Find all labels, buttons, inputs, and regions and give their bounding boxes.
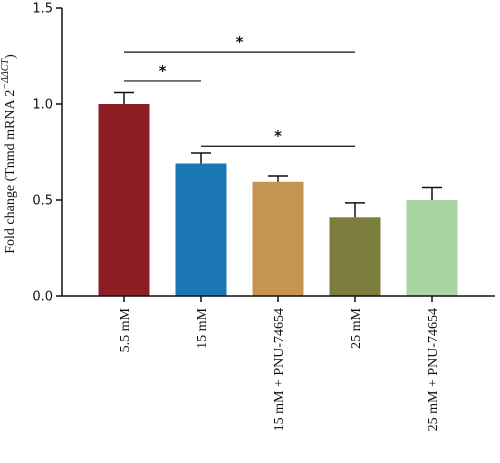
x-tick-label: 25 mM + PNU-74654: [426, 308, 441, 431]
significance-group: * * *: [124, 33, 355, 147]
y-axis: 0.0 0.5 1.0 1.5: [32, 2, 63, 305]
y-axis-title: Fold change (Tnmd mRNA 2−ΔΔCT): [0, 54, 18, 254]
bar: [406, 200, 458, 296]
error-bars-group: [114, 91, 442, 218]
bars-group: [98, 104, 458, 296]
bar: [329, 217, 381, 296]
x-tick-label: 15 mM + PNU-74654: [272, 308, 287, 431]
y-tick-label: 1.0: [32, 98, 53, 113]
bar: [98, 104, 150, 296]
x-tick-label: 25 mM: [349, 307, 364, 348]
x-axis: 5.5 mM 15 mM 15 mM + PNU-74654 25 mM 25 mM +…: [62, 295, 495, 431]
y-tick-label: 0.5: [32, 194, 53, 209]
y-axis-title-superscript: −ΔΔCT: [0, 57, 11, 89]
x-tick-label: 5.5 mM: [118, 307, 133, 352]
y-axis-title-main: Fold change (Tnmd mRNA 2: [3, 90, 18, 254]
y-tick-label: 0.0: [32, 290, 53, 305]
significance-star: *: [159, 62, 167, 80]
y-axis-title-close: ): [3, 54, 18, 59]
y-tick-label: 1.5: [32, 2, 53, 17]
bar: [252, 181, 304, 296]
x-tick-label: 15 mM: [195, 307, 210, 348]
bar: [175, 163, 227, 296]
significance-star: *: [274, 127, 282, 145]
significance-star: *: [236, 33, 244, 51]
